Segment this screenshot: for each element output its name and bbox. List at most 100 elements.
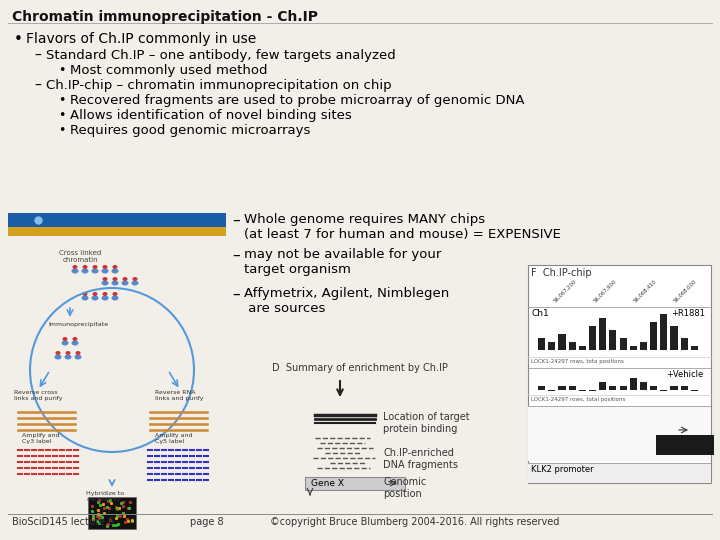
Ellipse shape [74,354,81,360]
Ellipse shape [66,351,71,355]
Bar [569,342,576,350]
Text: –: – [34,79,41,93]
Ellipse shape [63,337,68,341]
Bar [630,378,636,390]
Text: Amplify and
Cy3 label: Amplify and Cy3 label [22,433,60,444]
Bar [690,390,698,391]
Ellipse shape [76,351,81,355]
Bar [559,334,565,350]
Bar [609,386,616,390]
Ellipse shape [73,337,78,341]
Text: 56,068,410: 56,068,410 [633,279,658,304]
Text: ©copyright Bruce Blumberg 2004-2016. All rights reserved: ©copyright Bruce Blumberg 2004-2016. All… [270,517,559,527]
Text: LOCK1-24297 rows, total positions: LOCK1-24297 rows, total positions [531,397,626,402]
Bar [690,346,698,350]
Bar [650,322,657,350]
Bar [569,386,576,390]
Text: Reverse RNA
links and purify: Reverse RNA links and purify [155,390,204,401]
Text: Amplify and
Cy5 label: Amplify and Cy5 label [155,433,192,444]
Ellipse shape [61,341,68,346]
Ellipse shape [102,268,109,273]
Bar [640,342,647,350]
Ellipse shape [122,280,128,286]
Text: Reverse cross
links and purify: Reverse cross links and purify [14,390,63,401]
Text: –: – [232,287,240,302]
Bar [589,390,596,391]
Text: •: • [58,64,66,77]
Ellipse shape [112,265,117,269]
Ellipse shape [81,268,89,273]
Bar [528,463,711,483]
Text: page 8: page 8 [190,517,224,527]
Text: –: – [232,213,240,228]
Ellipse shape [112,268,119,273]
Text: Gene X: Gene X [311,479,344,488]
Ellipse shape [65,354,71,360]
Ellipse shape [112,295,119,300]
Ellipse shape [102,277,107,281]
Bar [630,346,636,350]
Ellipse shape [102,265,107,269]
Bar [579,390,586,391]
Ellipse shape [71,268,78,273]
Text: Ch.IP-chip – chromatin immunoprecipitation on chip: Ch.IP-chip – chromatin immunoprecipitati… [46,79,392,92]
Text: may not be available for your
target organism: may not be available for your target org… [244,248,441,276]
Text: Hybridize to
microarray: Hybridize to microarray [86,491,124,502]
Text: Location of target
protein binding: Location of target protein binding [383,412,469,434]
Text: 56,067,200: 56,067,200 [553,279,578,304]
Text: Affymetrix, Agilent, Nimblegen
 are sources: Affymetrix, Agilent, Nimblegen are sourc… [244,287,449,315]
Bar [660,390,667,391]
Ellipse shape [122,277,127,281]
Ellipse shape [91,295,99,300]
Bar [640,382,647,390]
Bar [88,497,136,529]
Bar [599,318,606,350]
Text: –: – [34,49,41,63]
Text: Requires good genomic microarrays: Requires good genomic microarrays [70,124,310,137]
Bar [670,326,678,350]
Bar [609,330,616,350]
Text: Immunoprecipitate: Immunoprecipitate [48,322,108,327]
Ellipse shape [73,265,78,269]
Text: Whole genome requires MANY chips
(at least 7 for human and mouse) = EXPENSIVE: Whole genome requires MANY chips (at lea… [244,213,561,241]
Ellipse shape [92,265,97,269]
Bar [305,477,405,490]
Bar [548,390,555,391]
Bar [670,386,678,390]
Text: F  Ch.IP-chip: F Ch.IP-chip [531,268,592,278]
Ellipse shape [112,280,119,286]
Bar [650,386,657,390]
Bar [528,406,711,461]
Text: Recovered fragments are used to probe microarray of genomic DNA: Recovered fragments are used to probe mi… [70,94,524,107]
Text: LOCK1-24297 rows, tota positions: LOCK1-24297 rows, tota positions [531,359,624,364]
Text: 56,067,900: 56,067,900 [593,279,618,304]
Text: Standard Ch.IP – one antibody, few targets analyzed: Standard Ch.IP – one antibody, few targe… [46,49,396,62]
Bar [619,338,626,350]
Text: •: • [58,109,66,122]
Bar [656,435,714,455]
Bar [538,386,545,390]
Bar [8,227,226,236]
Bar [680,338,688,350]
Ellipse shape [102,280,109,286]
Bar [8,213,226,227]
Bar [680,386,688,390]
Text: Genomic
position: Genomic position [383,477,426,498]
Bar [599,382,606,390]
Ellipse shape [92,292,97,296]
Ellipse shape [112,292,117,296]
Bar [660,314,667,350]
Ellipse shape [102,292,107,296]
Ellipse shape [83,265,88,269]
Ellipse shape [55,351,60,355]
Text: •: • [58,124,66,137]
Ellipse shape [55,354,61,360]
Text: Flavors of Ch.IP commonly in use: Flavors of Ch.IP commonly in use [26,32,256,46]
Text: KLK2 promoter: KLK2 promoter [531,465,593,474]
Ellipse shape [71,341,78,346]
Bar [619,386,626,390]
Text: BioSciD145 lecture 6: BioSciD145 lecture 6 [12,517,114,527]
Bar [589,326,596,350]
Ellipse shape [83,292,88,296]
Text: +R1881: +R1881 [671,309,705,318]
